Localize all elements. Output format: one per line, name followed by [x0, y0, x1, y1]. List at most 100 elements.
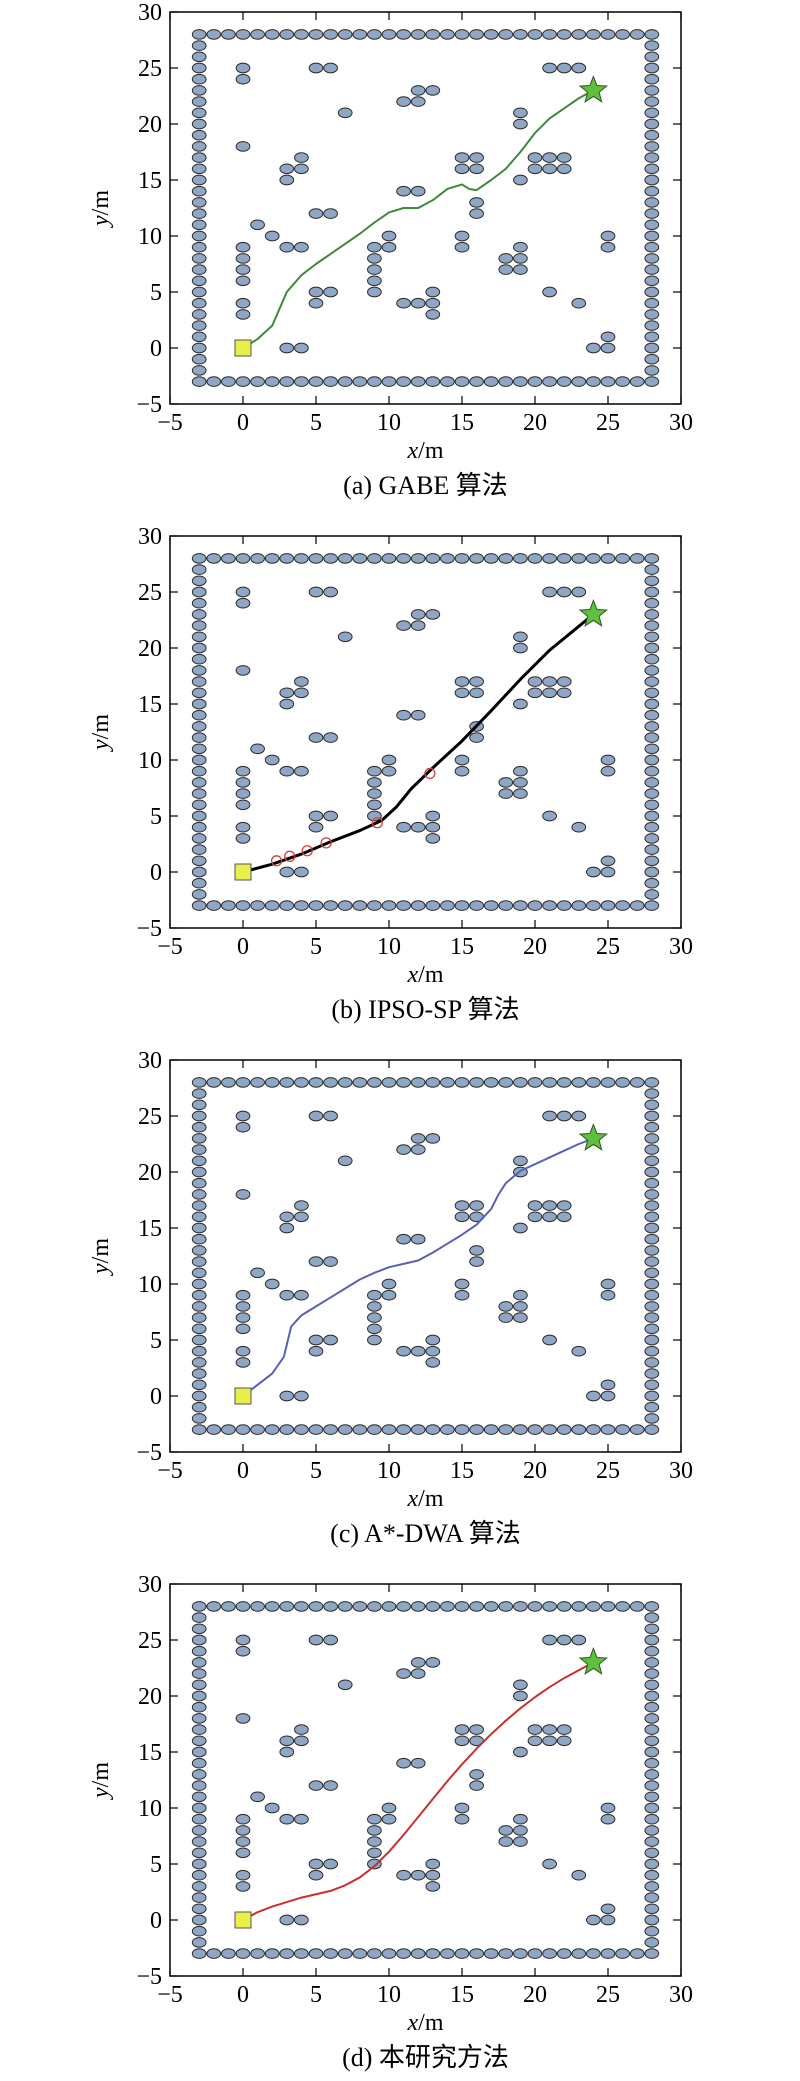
obstacle	[191, 1413, 207, 1424]
obstacle	[367, 1813, 382, 1825]
chart-caption: (a) GABE 算法	[343, 471, 508, 500]
obstacle	[644, 1813, 660, 1825]
obstacle	[498, 264, 514, 275]
obstacle	[410, 29, 426, 40]
obstacle	[542, 1634, 557, 1646]
obstacle	[629, 553, 645, 564]
obstacle	[191, 1623, 207, 1635]
obstacle	[323, 286, 338, 298]
obstacle	[644, 1612, 660, 1623]
obstacle	[644, 1713, 660, 1724]
obstacle	[191, 1645, 207, 1657]
obstacle	[250, 1948, 265, 1959]
obstacle	[644, 107, 660, 119]
obstacle	[191, 553, 207, 564]
obstacle	[644, 642, 660, 654]
x-tick-label: 30	[669, 1982, 693, 2008]
y-tick-label: 25	[138, 580, 162, 606]
obstacle	[352, 1948, 368, 1959]
obstacle	[527, 1948, 543, 1959]
obstacle	[644, 141, 660, 152]
obstacle	[352, 1424, 368, 1435]
obstacle	[381, 1077, 397, 1088]
obstacle	[454, 553, 470, 564]
obstacle	[571, 376, 587, 387]
obstacle	[425, 1601, 441, 1612]
obstacle	[221, 900, 236, 911]
obstacle	[235, 1289, 251, 1301]
obstacle	[279, 765, 295, 777]
obstacle	[454, 1424, 470, 1435]
chart-caption: (d) 本研究方法	[342, 2043, 509, 2072]
obstacle	[367, 376, 382, 387]
obstacle	[483, 1601, 499, 1612]
obstacle	[308, 1256, 324, 1267]
obstacle	[513, 1836, 528, 1847]
obstacle	[644, 331, 660, 343]
obstacle	[644, 877, 660, 889]
obstacle	[644, 1948, 660, 1959]
obstacle	[644, 1334, 660, 1346]
obstacle	[323, 586, 338, 598]
obstacle	[498, 1077, 514, 1088]
obstacle	[191, 29, 207, 40]
obstacle	[279, 1813, 295, 1825]
obstacle	[250, 1791, 265, 1803]
obstacle	[367, 1323, 382, 1335]
obstacle	[600, 754, 616, 766]
obstacle	[235, 553, 251, 564]
obstacle	[586, 342, 601, 354]
obstacle	[556, 29, 572, 40]
obstacle	[191, 1903, 207, 1915]
obstacle	[191, 208, 207, 219]
obstacle	[235, 253, 251, 264]
obstacle	[323, 1110, 338, 1122]
path-marker	[371, 817, 383, 829]
obstacle	[644, 1847, 660, 1859]
obstacle	[352, 900, 368, 911]
obstacle	[644, 564, 660, 575]
obstacle	[323, 1256, 338, 1267]
obstacle	[308, 586, 324, 598]
obstacle	[308, 553, 324, 564]
obstacle	[586, 1424, 601, 1435]
obstacle	[396, 821, 411, 833]
x-axis-label: x/m	[407, 438, 444, 464]
obstacle	[323, 1948, 338, 1959]
obstacle	[352, 376, 368, 387]
obstacle	[644, 553, 660, 564]
obstacle	[425, 1881, 441, 1892]
obstacle	[308, 900, 324, 911]
y-tick-label: 0	[150, 860, 162, 886]
obstacle	[235, 1634, 251, 1646]
obstacle	[644, 1368, 660, 1379]
path-marker	[320, 837, 332, 849]
obstacle	[571, 1345, 587, 1357]
obstacle	[396, 185, 411, 197]
y-tick-label: 25	[138, 1628, 162, 1654]
obstacle	[367, 1312, 382, 1323]
obstacle	[367, 1334, 382, 1346]
obstacle	[586, 1077, 601, 1088]
obstacle	[235, 29, 251, 40]
obstacle	[644, 698, 660, 710]
obstacle	[191, 1724, 207, 1735]
obstacle	[469, 208, 484, 219]
obstacle	[191, 1612, 207, 1623]
obstacle	[644, 1791, 660, 1803]
obstacle	[513, 1813, 528, 1825]
obstacle	[513, 1948, 528, 1959]
obstacle	[629, 1077, 645, 1088]
obstacle	[644, 1345, 660, 1357]
obstacle	[191, 1869, 207, 1881]
obstacle	[586, 1948, 601, 1959]
obstacle	[235, 586, 251, 598]
obstacle-group	[191, 29, 660, 387]
obstacle	[235, 376, 251, 387]
obstacle	[250, 743, 265, 755]
obstacle	[410, 1133, 426, 1144]
obstacle	[279, 1914, 295, 1926]
x-tick-label: 20	[523, 1982, 547, 2008]
obstacle	[425, 1424, 441, 1435]
obstacle	[644, 62, 660, 74]
